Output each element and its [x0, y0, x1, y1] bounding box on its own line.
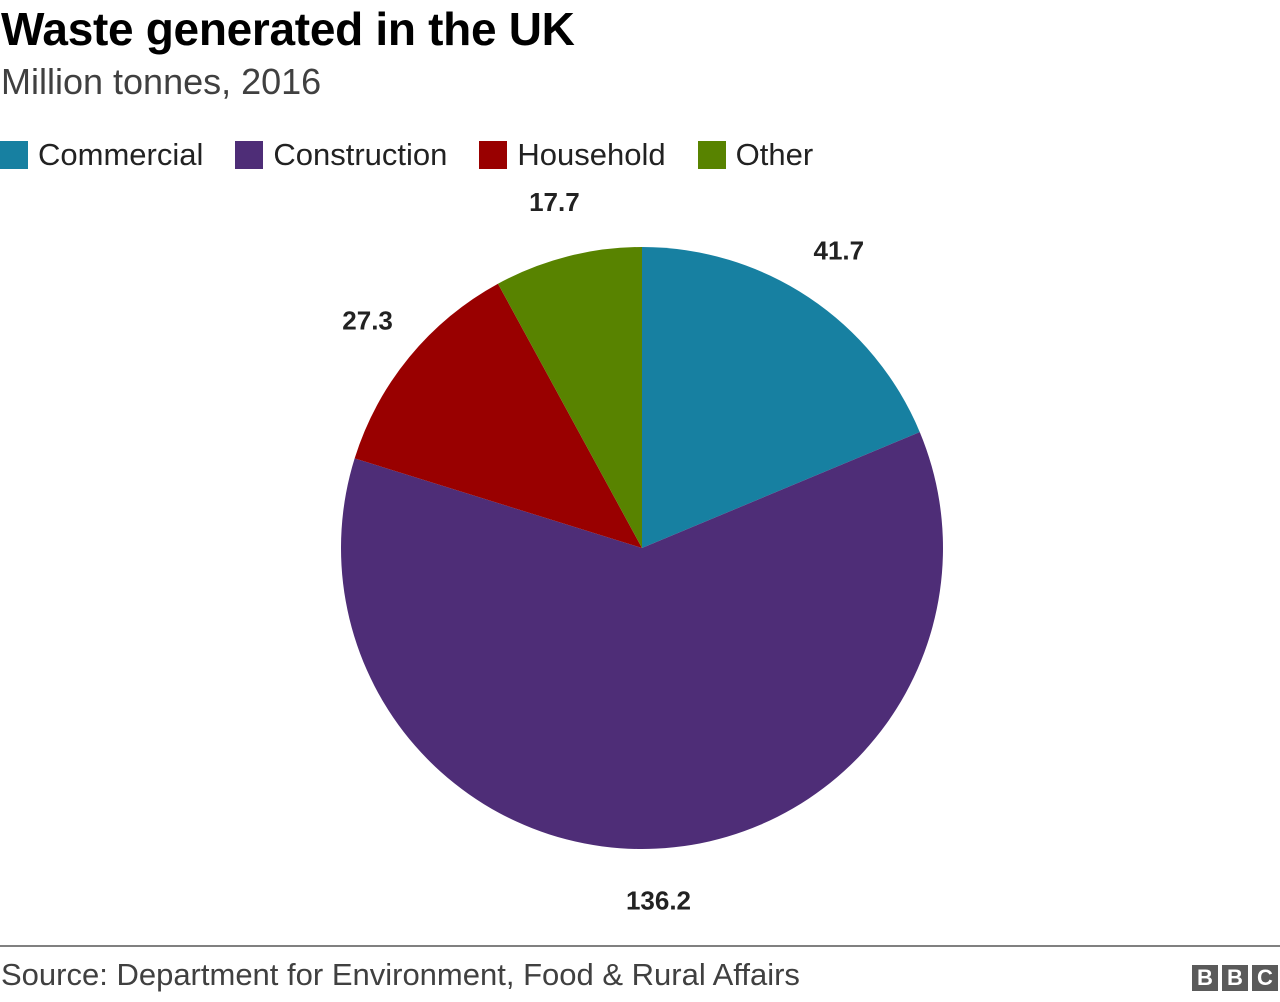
- data-label-other: 17.7: [529, 187, 580, 217]
- legend-swatch-construction: [235, 141, 264, 169]
- data-label-household: 27.3: [342, 306, 393, 336]
- legend-item-other: Other: [697, 137, 814, 173]
- legend-swatch-household: [479, 141, 508, 169]
- legend-label-other: Other: [735, 137, 814, 172]
- legend-swatch-commercial: [0, 141, 28, 169]
- footer-divider: [0, 945, 1280, 947]
- legend-swatch-other: [697, 141, 726, 169]
- bbc-logo-letter-2: B: [1222, 965, 1248, 991]
- pie-slice-commercial: [642, 247, 920, 548]
- legend-label-household: Household: [517, 137, 666, 172]
- data-label-construction: 136.2: [626, 885, 691, 915]
- legend-item-construction: Construction: [235, 137, 447, 173]
- pie-slice-household: [354, 283, 642, 548]
- bbc-logo-letter-3: C: [1252, 965, 1278, 991]
- chart-subtitle: Million tonnes, 2016: [1, 61, 322, 102]
- pie-slice-other: [497, 247, 642, 548]
- legend-item-household: Household: [479, 137, 666, 173]
- pie-slice-construction: [340, 432, 943, 850]
- bbc-logo-letter-1: B: [1192, 965, 1218, 991]
- legend-label-commercial: Commercial: [38, 137, 204, 172]
- legend-label-construction: Construction: [273, 137, 448, 172]
- chart-title: Waste generated in the UK: [1, 3, 575, 55]
- legend: Commercial Construction Household Other: [0, 137, 845, 173]
- bbc-logo: B B C: [1188, 965, 1278, 991]
- source-note: Source: Department for Environment, Food…: [1, 957, 800, 992]
- legend-item-commercial: Commercial: [0, 137, 203, 173]
- data-label-commercial: 41.7: [813, 235, 864, 265]
